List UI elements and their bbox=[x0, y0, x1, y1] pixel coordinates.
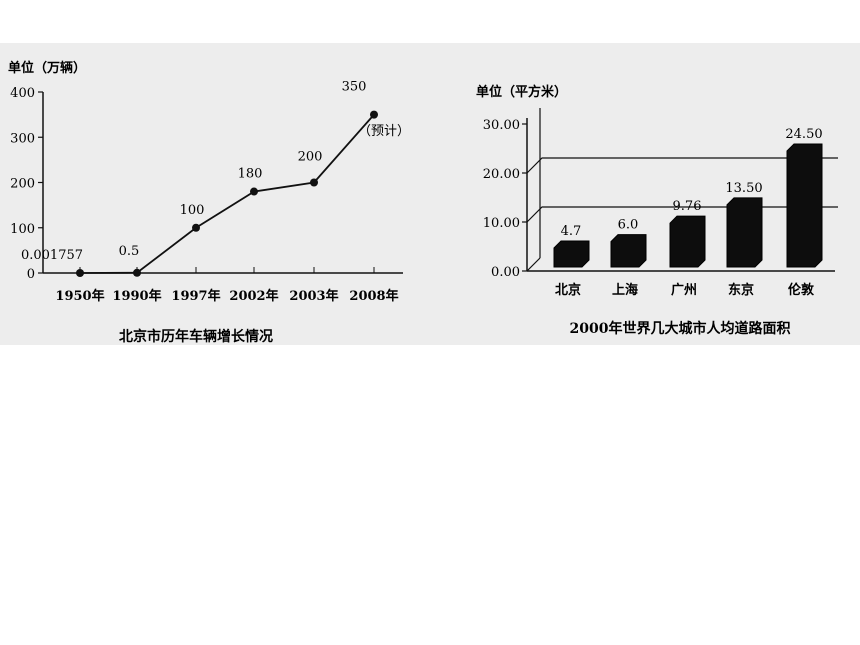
line-chart-annotation: （预计） bbox=[358, 124, 410, 139]
line-chart-ytick-label: 400 bbox=[10, 86, 35, 101]
line-chart-title: 北京市历年车辆增长情况 bbox=[119, 328, 273, 345]
bar-chart-data-label: 13.50 bbox=[725, 181, 762, 196]
bar-chart-floor-edge bbox=[526, 257, 541, 272]
line-chart-xtick-label: 1990年 bbox=[112, 288, 161, 304]
line-chart-point bbox=[76, 268, 84, 277]
bar-chart-bar bbox=[786, 143, 823, 268]
line-chart-xtick-label: 2003年 bbox=[289, 288, 338, 304]
line-chart-data-label: 0.001757 bbox=[21, 248, 83, 263]
line-chart-unit: 单位（万辆） bbox=[8, 60, 86, 76]
bar-chart-bar bbox=[726, 197, 763, 268]
scanned-figure bbox=[0, 43, 860, 345]
bar-chart-ytick-label: 0.00 bbox=[491, 265, 520, 280]
bar-chart-title: 2000年世界几大城市人均道路面积 bbox=[570, 320, 791, 337]
bar-chart-ytick-label: 20.00 bbox=[483, 167, 520, 182]
line-chart-xtick-label: 2002年 bbox=[229, 288, 278, 304]
line-chart-point bbox=[192, 223, 200, 232]
bar-chart-data-label: 4.7 bbox=[561, 224, 582, 239]
line-chart-data-label: 200 bbox=[298, 150, 323, 165]
bar-chart-data-label: 9.76 bbox=[673, 199, 702, 214]
bar-chart-data-label: 24.50 bbox=[785, 127, 822, 142]
line-chart-xtick-label: 1950年 bbox=[55, 288, 104, 304]
line-chart-data-label: 180 bbox=[238, 167, 263, 182]
bar-chart-unit: 单位（平方米） bbox=[476, 84, 567, 100]
bar-chart-bar bbox=[553, 240, 590, 268]
bar-chart-bar bbox=[610, 234, 647, 268]
bar-chart-ytick-label: 30.00 bbox=[483, 118, 520, 133]
line-chart-data-label: 0.5 bbox=[119, 244, 140, 259]
line-chart-point bbox=[250, 187, 258, 196]
bar-chart-xtick-label: 广州 bbox=[671, 282, 697, 298]
line-chart-series-line bbox=[79, 114, 375, 274]
line-chart-ytick-label: 100 bbox=[10, 222, 35, 237]
bar-chart-bar bbox=[669, 215, 706, 268]
bar-chart-xtick-label: 北京 bbox=[555, 282, 581, 298]
bar-chart-ytick-label: 10.00 bbox=[483, 216, 520, 231]
line-chart-data-label: 350 bbox=[342, 80, 367, 95]
line-chart-ytick-label: 200 bbox=[10, 177, 35, 192]
bar-chart-xtick-label: 东京 bbox=[728, 282, 754, 298]
line-chart-point bbox=[310, 178, 318, 187]
line-chart-ytick-label: 0 bbox=[27, 267, 35, 282]
bar-chart-gridline bbox=[526, 157, 838, 174]
bar-chart-xtick-label: 伦敦 bbox=[788, 282, 815, 298]
line-chart-data-label: 100 bbox=[180, 203, 205, 218]
bar-chart: 单位（平方米） 0.00 10.00 20.00 30.00 4.7 6.0 9.76 13… bbox=[476, 84, 838, 337]
line-chart-point bbox=[133, 268, 141, 277]
line-chart-xtick-label: 1997年 bbox=[171, 288, 220, 304]
line-chart-xtick-label: 2008年 bbox=[349, 288, 398, 304]
line-chart-ytick-label: 300 bbox=[10, 131, 35, 146]
bar-chart-xtick-label: 上海 bbox=[612, 282, 638, 298]
bar-chart-data-label: 6.0 bbox=[618, 218, 639, 233]
line-chart-point bbox=[370, 110, 378, 119]
